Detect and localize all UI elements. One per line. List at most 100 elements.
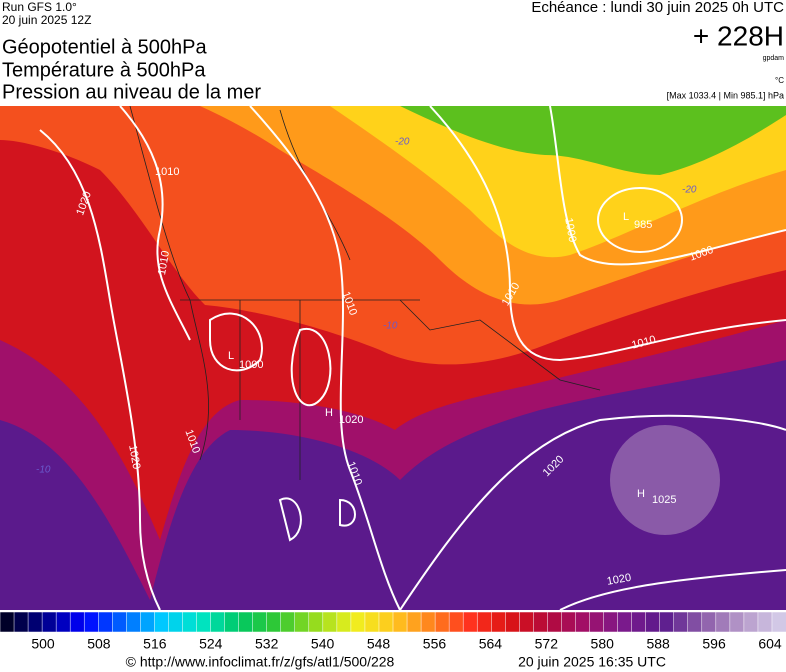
colorbar-label: 516: [143, 636, 167, 652]
high-marker: H: [637, 488, 645, 500]
colorbar-cell: [168, 611, 184, 633]
colorbar-cell: [673, 611, 689, 633]
colorbar-cell: [140, 611, 156, 633]
low-marker: L: [228, 350, 234, 362]
isobar: [429, 106, 786, 362]
colorbar-cell: [252, 611, 268, 633]
colorbar-label: 524: [199, 636, 223, 652]
colorbar-cell: [575, 611, 591, 633]
isobar: [559, 569, 786, 610]
colorbar-cell: [645, 611, 661, 633]
field-light-purple: [610, 425, 720, 535]
colorbar-cell: [378, 611, 394, 633]
colorbar-cell: [434, 611, 450, 633]
colorbar-label: 588: [646, 636, 670, 652]
colorbar-label: 580: [591, 636, 615, 652]
colorbar-cell: [224, 611, 240, 633]
run: Run GFS 1.0°: [2, 0, 77, 14]
colorbar-label: 540: [311, 636, 335, 652]
colorbar-cell: [322, 611, 338, 633]
high-value: 1025: [652, 494, 676, 506]
colorbar-label: 596: [702, 636, 726, 652]
isobar-label: 1000: [562, 217, 578, 243]
footer-generated: 20 juin 2025 16:35 UTC: [518, 654, 666, 670]
colorbar-cell: [182, 611, 198, 633]
colorbar-cell: [462, 611, 478, 633]
isobar: [249, 106, 401, 610]
isobar-label: 1020: [126, 444, 142, 470]
lead-unit: gpdam: [763, 55, 785, 62]
low-value: 985: [634, 219, 652, 231]
colorbar-label: 508: [87, 636, 111, 652]
colorbar-cell: [69, 611, 85, 633]
colorbar-cell: [336, 611, 352, 633]
echeance: Echéance : lundi 30 juin 2025 0h UTC: [531, 0, 784, 16]
colorbar-label: 548: [367, 636, 391, 652]
isobar: [39, 129, 161, 610]
colorbar: 500 508 516 524 532 540 548 556 564 572 580 588 596 6…: [0, 611, 786, 652]
colorbar-cell: [476, 611, 493, 633]
colorbar-cell: [561, 611, 577, 633]
title-line: Pression au niveau de la mer: [2, 81, 261, 103]
colorbar-cell: [350, 611, 366, 633]
colorbar-cell: [364, 611, 380, 633]
border: [180, 299, 601, 480]
colorbar-cell: [757, 611, 773, 633]
isotherm-label: -20: [395, 137, 410, 148]
colorbar-cell: [55, 611, 71, 633]
colorbar-label: 500: [31, 636, 55, 652]
colorbar-cell: [83, 611, 100, 633]
isobar: [399, 414, 786, 610]
footer-url: © http://www.infoclimat.fr/z/gfs/atl1/50…: [126, 654, 395, 670]
isobar-label: 1010: [155, 166, 179, 178]
isobar: [549, 106, 786, 266]
colorbar-cell: [420, 611, 436, 633]
colorbar-cell: [448, 611, 464, 633]
colorbar-label: 604: [758, 636, 782, 652]
colorbar-cell: [294, 611, 310, 633]
colorbar-label: 564: [479, 636, 503, 652]
isotherm-label: -20: [682, 185, 697, 196]
colorbar-cell: [589, 611, 605, 633]
colorbar-cell: [392, 611, 408, 633]
lead-time: + 228H: [693, 20, 784, 51]
isobar-label: 1020: [606, 572, 632, 588]
colorbar-cell: [210, 611, 226, 633]
colorbar-cell: [519, 611, 535, 633]
isobar: [119, 106, 191, 341]
isobar: [209, 312, 356, 542]
colorbar-cell: [238, 611, 254, 633]
high-marker: H: [325, 407, 333, 419]
colorbar-cell: [491, 611, 507, 633]
colorbar-cell: [13, 611, 29, 633]
colorbar-cell: [687, 611, 703, 633]
colorbar-cell: [701, 611, 717, 633]
colorbar-cell: [547, 611, 563, 633]
colorbar-cell: [533, 611, 549, 633]
colorbar-cell: [112, 611, 128, 633]
run-date: 20 juin 2025 12Z: [2, 13, 91, 27]
colorbar-cell: [0, 611, 15, 633]
field-green: [400, 106, 786, 175]
colorbar-label: 532: [255, 636, 279, 652]
colorbar-cell: [659, 611, 675, 633]
pressure-range: [Max 1033.4 | Min 985.1] hPa: [667, 90, 784, 100]
colorbar-cell: [771, 611, 786, 633]
isobar-label: 1010: [156, 250, 172, 276]
colorbar-cell: [617, 611, 633, 633]
colorbar-cell: [505, 611, 521, 633]
title-line: Géopotentiel à 500hPa: [2, 36, 207, 58]
colorbar-cell: [154, 611, 170, 633]
title-line: Température à 500hPa: [2, 59, 206, 81]
colorbar-cell: [27, 611, 43, 633]
colorbar-cell: [266, 611, 282, 633]
isotherm-label: -10: [383, 321, 398, 332]
colorbar-cell: [743, 611, 759, 633]
low-value: 1000: [239, 359, 263, 371]
map: 1010 1020 1010 1010 1010 1010 1000 1000 …: [0, 106, 786, 610]
low-marker: L: [623, 211, 629, 223]
isotherm-label: -10: [36, 465, 51, 476]
colorbar-label: 572: [535, 636, 559, 652]
temp-unit: °C: [775, 76, 784, 85]
